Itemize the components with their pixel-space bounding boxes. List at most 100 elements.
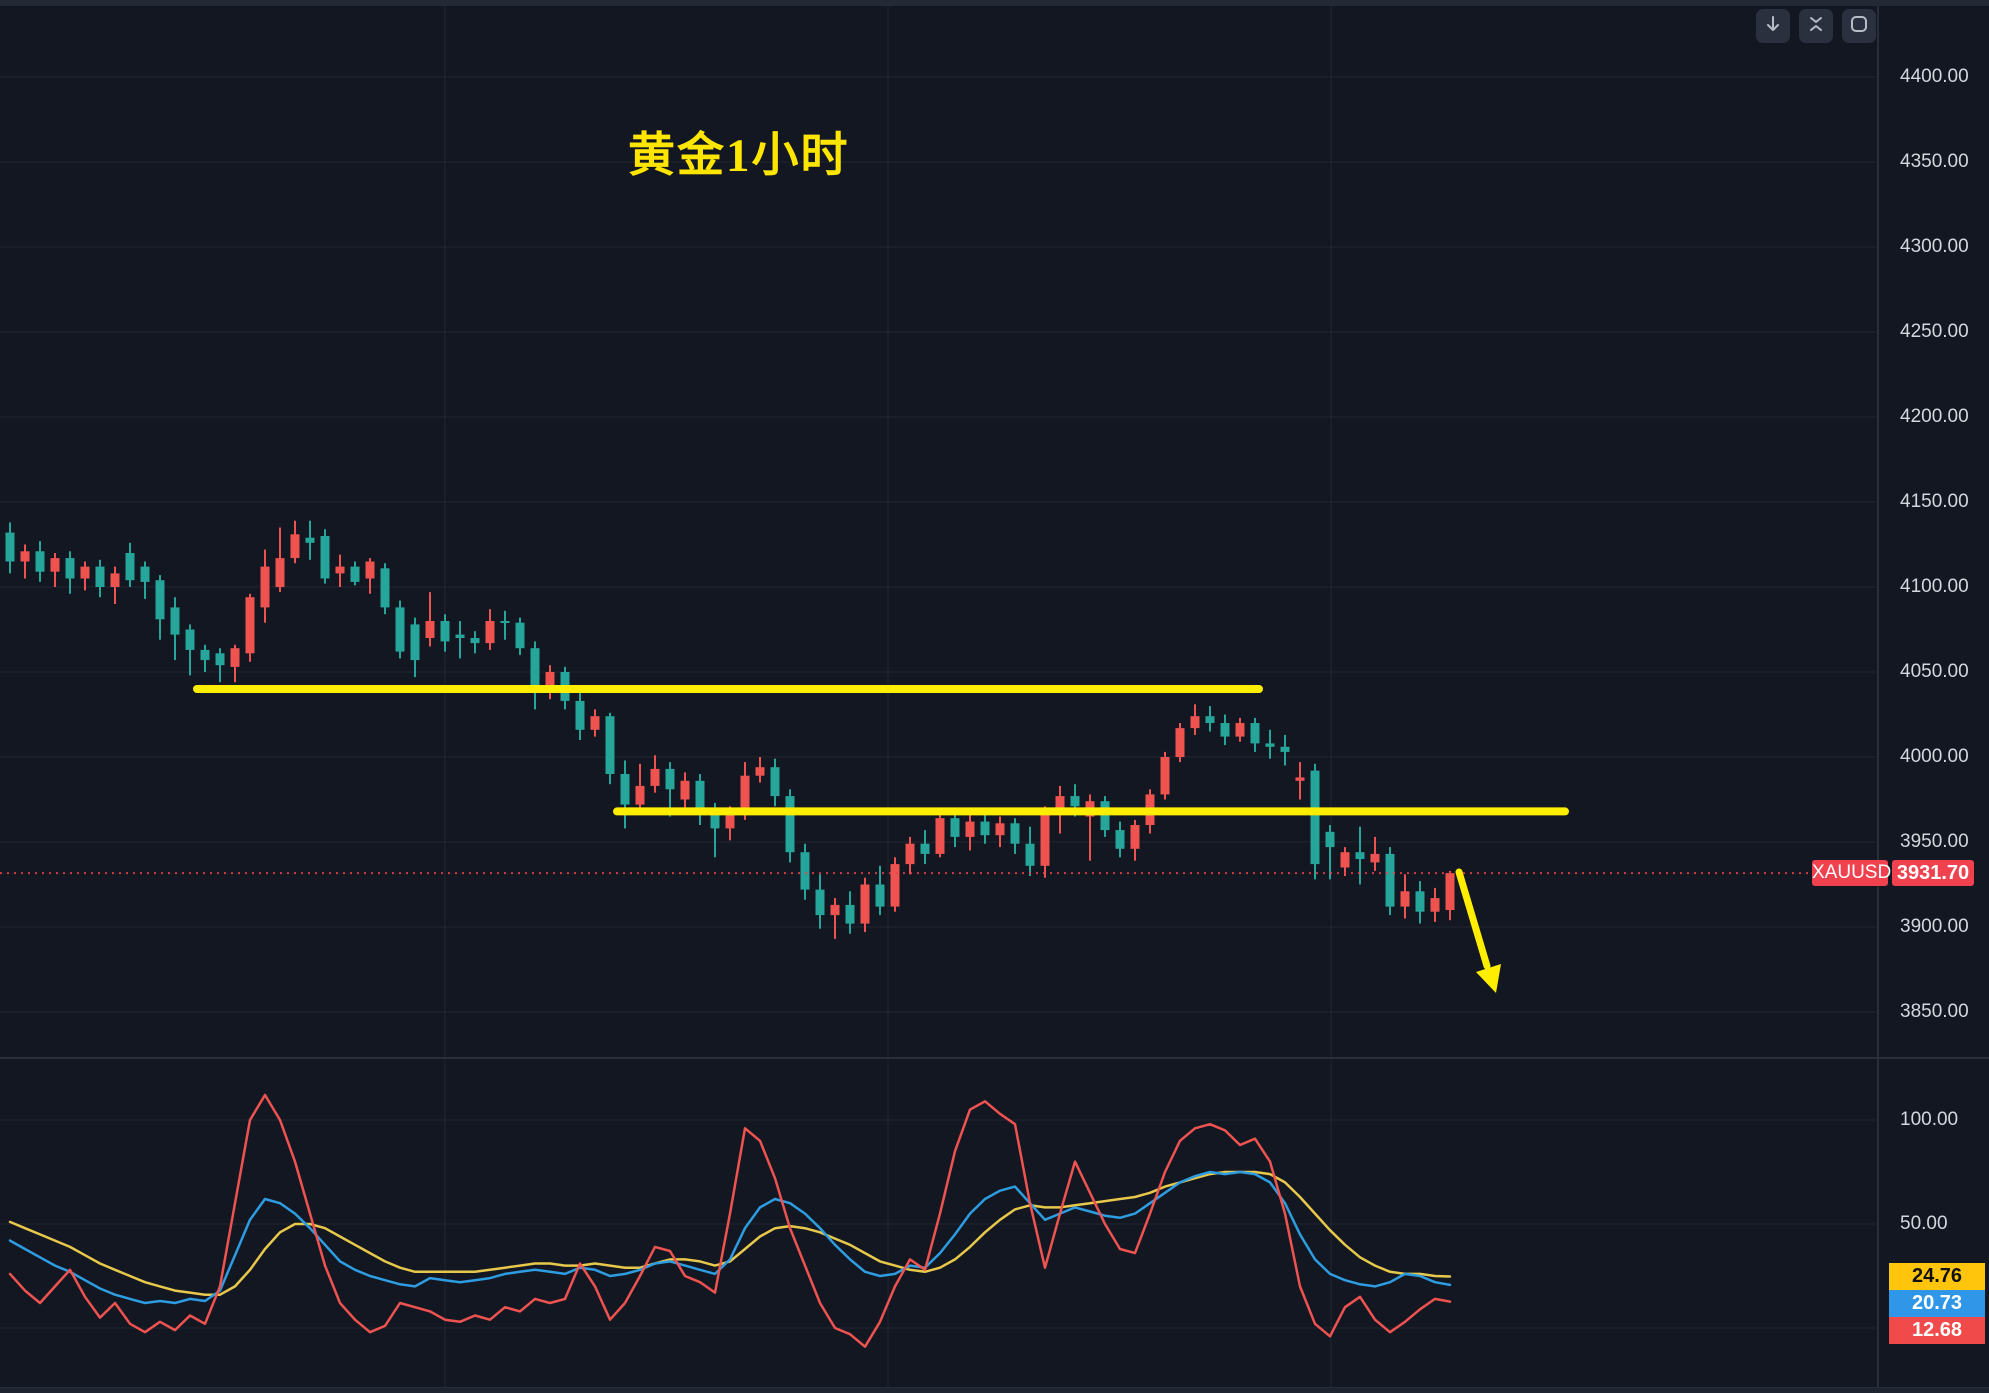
candle-body bbox=[710, 809, 720, 829]
axis-tick-label: 4000.00 bbox=[1900, 746, 1969, 767]
axis-tick-label: 50.00 bbox=[1900, 1213, 1948, 1234]
candle-body bbox=[635, 785, 645, 805]
candle-body bbox=[470, 638, 480, 644]
candle-body bbox=[1010, 823, 1020, 844]
axis-tick-label: 4150.00 bbox=[1900, 491, 1969, 512]
candle-body bbox=[965, 821, 975, 837]
candle-body bbox=[395, 607, 405, 652]
candle-body bbox=[1445, 873, 1455, 910]
candle-body bbox=[65, 558, 75, 579]
axis-tick-label: 4250.00 bbox=[1900, 321, 1969, 342]
candle-body bbox=[1370, 853, 1380, 863]
candle-body bbox=[1055, 796, 1065, 814]
candle-body bbox=[1130, 825, 1140, 849]
candle-body bbox=[845, 904, 855, 924]
oscillator-value-badge-red: 12.68 bbox=[1889, 1317, 1985, 1344]
candle-body bbox=[1385, 853, 1395, 907]
oscillator-line-mid bbox=[8, 1170, 1452, 1305]
download-button[interactable] bbox=[1756, 9, 1790, 43]
oscillator-line-fast bbox=[8, 1093, 1452, 1348]
candle-body bbox=[1190, 716, 1200, 729]
candle-body bbox=[125, 553, 135, 581]
collapse-icon bbox=[1807, 15, 1825, 38]
collapse-button[interactable] bbox=[1799, 9, 1833, 43]
candle-body bbox=[1040, 813, 1050, 866]
candle-body bbox=[950, 818, 960, 837]
candle-body bbox=[1280, 746, 1290, 752]
axis-tick-label: 100.00 bbox=[1900, 1109, 1959, 1130]
candle-body bbox=[905, 843, 915, 865]
candle-body bbox=[140, 566, 150, 582]
candle-body bbox=[890, 864, 900, 907]
candle-body bbox=[1430, 898, 1440, 912]
axis-tick-label: 4050.00 bbox=[1900, 661, 1969, 682]
candle-body bbox=[425, 621, 435, 638]
candle-body bbox=[665, 768, 675, 790]
candle-body bbox=[980, 821, 990, 836]
candle-body bbox=[455, 634, 465, 638]
candle-body bbox=[350, 566, 360, 582]
candle-body bbox=[1355, 852, 1365, 859]
candle-body bbox=[35, 551, 45, 572]
candle-body bbox=[680, 780, 690, 800]
candle-body bbox=[995, 823, 1005, 836]
candle-body bbox=[485, 621, 495, 644]
candle-body bbox=[110, 573, 120, 587]
candle-body bbox=[860, 884, 870, 924]
candle-body bbox=[230, 648, 240, 667]
candle-body bbox=[725, 813, 735, 829]
candle-body bbox=[740, 775, 750, 814]
candle-body bbox=[1325, 831, 1335, 848]
fullscreen-icon bbox=[1849, 14, 1869, 39]
candle-body bbox=[1235, 723, 1245, 737]
candle-body bbox=[50, 558, 60, 572]
axis-tick-label: 4300.00 bbox=[1900, 236, 1969, 257]
oscillator-value-badge-yellow: 24.76 bbox=[1889, 1263, 1985, 1290]
candle-body bbox=[200, 649, 210, 661]
axis-tick-label: 3850.00 bbox=[1900, 1001, 1969, 1022]
candle-body bbox=[1415, 891, 1425, 912]
candle-body bbox=[440, 621, 450, 642]
axis-tick-label: 4100.00 bbox=[1900, 576, 1969, 597]
candle-body bbox=[245, 597, 255, 654]
candle-body bbox=[515, 622, 525, 649]
candle-body bbox=[1175, 728, 1185, 757]
candle-body bbox=[1295, 777, 1305, 781]
axis-tick-label: 4200.00 bbox=[1900, 406, 1969, 427]
candle-body bbox=[815, 889, 825, 916]
axis-tick-label: 3950.00 bbox=[1900, 831, 1969, 852]
candle-body bbox=[755, 767, 765, 776]
last-price-label: 3931.70 bbox=[1892, 860, 1974, 886]
trend-arrow[interactable] bbox=[1455, 868, 1491, 970]
chart-title: 黄金1小时 bbox=[628, 130, 850, 182]
arrow-down-icon bbox=[1764, 15, 1782, 38]
candle-body bbox=[305, 537, 315, 543]
candle-body bbox=[20, 551, 30, 562]
candle-body bbox=[800, 852, 810, 890]
candle-body bbox=[290, 534, 300, 559]
trend-arrow-head bbox=[1476, 964, 1501, 993]
candle-body bbox=[155, 580, 165, 620]
candle-body bbox=[620, 774, 630, 805]
candle-body bbox=[605, 716, 615, 774]
candle-body bbox=[770, 767, 780, 797]
candle-body bbox=[1205, 716, 1215, 723]
axis-tick-label: 3900.00 bbox=[1900, 916, 1969, 937]
axis-tick-label: 4350.00 bbox=[1900, 151, 1969, 172]
candle-body bbox=[1250, 723, 1260, 744]
fullscreen-button[interactable] bbox=[1842, 9, 1876, 43]
candle-body bbox=[1160, 757, 1170, 795]
candle-body bbox=[590, 716, 600, 730]
candle-body bbox=[875, 884, 885, 907]
candle-body bbox=[410, 624, 420, 661]
candle-body bbox=[215, 653, 225, 666]
candle-body bbox=[1100, 801, 1110, 831]
candle-body bbox=[785, 796, 795, 853]
candle-body bbox=[695, 780, 705, 810]
candle-body bbox=[1220, 723, 1230, 737]
candle-body bbox=[1310, 770, 1320, 865]
candle-body bbox=[185, 629, 195, 650]
candle-body bbox=[320, 536, 330, 579]
